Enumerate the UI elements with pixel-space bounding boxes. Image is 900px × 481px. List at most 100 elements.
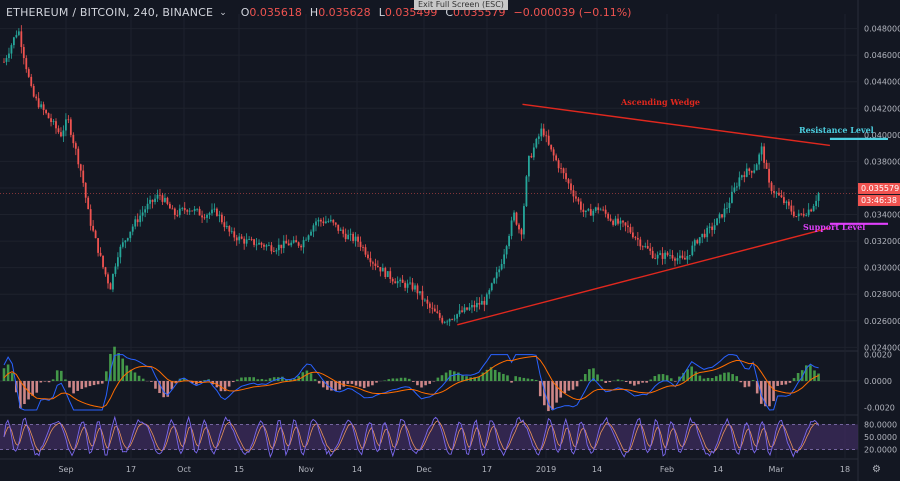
- macd-histogram-bar: [747, 381, 751, 387]
- candle-body: [211, 209, 213, 214]
- candle-body: [629, 227, 632, 233]
- macd-histogram-bar: [387, 379, 391, 382]
- candle-body: [778, 192, 780, 196]
- candle-body: [461, 310, 463, 312]
- macd-histogram-bar: [616, 379, 620, 382]
- macd-histogram-bar: [649, 379, 653, 382]
- candle-body: [617, 218, 619, 224]
- macd-histogram-bar: [154, 381, 157, 389]
- candle-body: [30, 76, 33, 86]
- candle-body: [476, 302, 478, 308]
- candle-body: [213, 208, 216, 210]
- candle-body: [473, 304, 476, 308]
- macd-histogram-bar: [641, 381, 644, 383]
- candle-body: [364, 247, 367, 255]
- candle-body: [649, 248, 652, 251]
- candle-body: [297, 242, 300, 246]
- macd-histogram-bar: [727, 372, 730, 382]
- exit-fullscreen-button[interactable]: Exit Full Screen (ESC): [414, 0, 508, 10]
- candle-body: [681, 255, 684, 258]
- candle-body: [287, 243, 290, 246]
- candle-body: [500, 264, 503, 270]
- macd-histogram-bar: [502, 373, 505, 382]
- macd-histogram-bar: [596, 374, 599, 382]
- candle-body: [547, 135, 550, 145]
- macd-histogram-bar: [321, 381, 325, 388]
- candle-body: [597, 207, 600, 210]
- candle-body: [89, 209, 92, 226]
- macd-histogram-bar: [166, 381, 170, 397]
- annotation-support-level[interactable]: Support Level: [803, 222, 866, 232]
- candle-body: [107, 274, 109, 284]
- candle-body: [168, 203, 171, 209]
- candle-body: [579, 201, 582, 210]
- macd-histogram-bar: [105, 371, 108, 382]
- macd-histogram-bar: [256, 379, 260, 382]
- candle-body: [171, 208, 174, 210]
- macd-histogram-bar: [6, 364, 10, 382]
- annotation-resistance-level[interactable]: Resistance Level: [799, 125, 874, 135]
- gear-icon[interactable]: ⚙: [872, 464, 881, 475]
- candle-body: [527, 155, 530, 177]
- macd-histogram-bar: [264, 379, 268, 382]
- candle-body: [503, 254, 506, 265]
- candle-body: [646, 246, 649, 249]
- candle-body: [381, 267, 384, 272]
- macd-histogram-bar: [739, 381, 743, 383]
- ascending-wedge-line: [457, 227, 831, 326]
- candle-body: [386, 271, 389, 278]
- candle-body: [424, 299, 426, 301]
- macd-histogram-bar: [788, 381, 792, 383]
- candle-body: [146, 203, 149, 210]
- macd-histogram-bar: [428, 381, 432, 384]
- candle-body: [664, 252, 666, 259]
- candle-body: [810, 209, 813, 212]
- candle-body: [317, 219, 320, 222]
- candle-body: [416, 285, 419, 294]
- macd-histogram-bar: [731, 374, 734, 382]
- macd-histogram-bar: [31, 381, 34, 396]
- macd-histogram-bar: [510, 381, 513, 383]
- candle-body: [272, 251, 275, 253]
- candle-body: [379, 267, 382, 272]
- macd-histogram-bar: [407, 378, 411, 382]
- macd-histogram-bar: [702, 378, 706, 382]
- candle-body: [248, 239, 251, 240]
- candle-body: [183, 208, 186, 211]
- macd-histogram-bar: [669, 378, 673, 382]
- macd-histogram-bar: [43, 381, 47, 382]
- candle-body: [186, 210, 189, 212]
- chevron-down-icon[interactable]: ⌄: [219, 7, 227, 18]
- candle-body: [198, 208, 201, 216]
- candle-body: [243, 238, 246, 244]
- candle-body: [129, 231, 132, 239]
- candle-body: [228, 226, 231, 232]
- candle-body: [315, 221, 317, 226]
- macd-histogram-bar: [633, 381, 636, 386]
- candle-body: [557, 160, 560, 169]
- macd-histogram-bar: [682, 372, 685, 382]
- candle-body: [765, 162, 768, 169]
- macd-histogram-bar: [776, 381, 779, 386]
- symbol-title[interactable]: ETHEREUM / BITCOIN, 240, BINANCE: [6, 6, 214, 19]
- candle-body: [367, 254, 369, 259]
- macd-histogram-bar: [518, 377, 522, 382]
- candle-body: [181, 208, 184, 209]
- candle-body: [178, 208, 181, 216]
- candle-body: [802, 213, 805, 216]
- annotation-ascending-wedge[interactable]: Ascending Wedge: [621, 97, 701, 107]
- candle-body: [176, 215, 179, 216]
- macd-histogram-bar: [84, 381, 88, 388]
- candle-body: [577, 198, 580, 202]
- macd-histogram-bar: [76, 381, 79, 391]
- candle-body: [726, 207, 728, 209]
- macd-histogram-bar: [72, 381, 75, 394]
- macd-histogram-bar: [805, 365, 808, 382]
- candle-body: [584, 210, 587, 213]
- macd-histogram-bar: [461, 375, 464, 382]
- macd-histogram-bar: [195, 381, 198, 385]
- y-tick-label: 0.028000: [864, 290, 900, 299]
- macd-histogram-bar: [755, 381, 759, 394]
- candle-body: [812, 205, 815, 212]
